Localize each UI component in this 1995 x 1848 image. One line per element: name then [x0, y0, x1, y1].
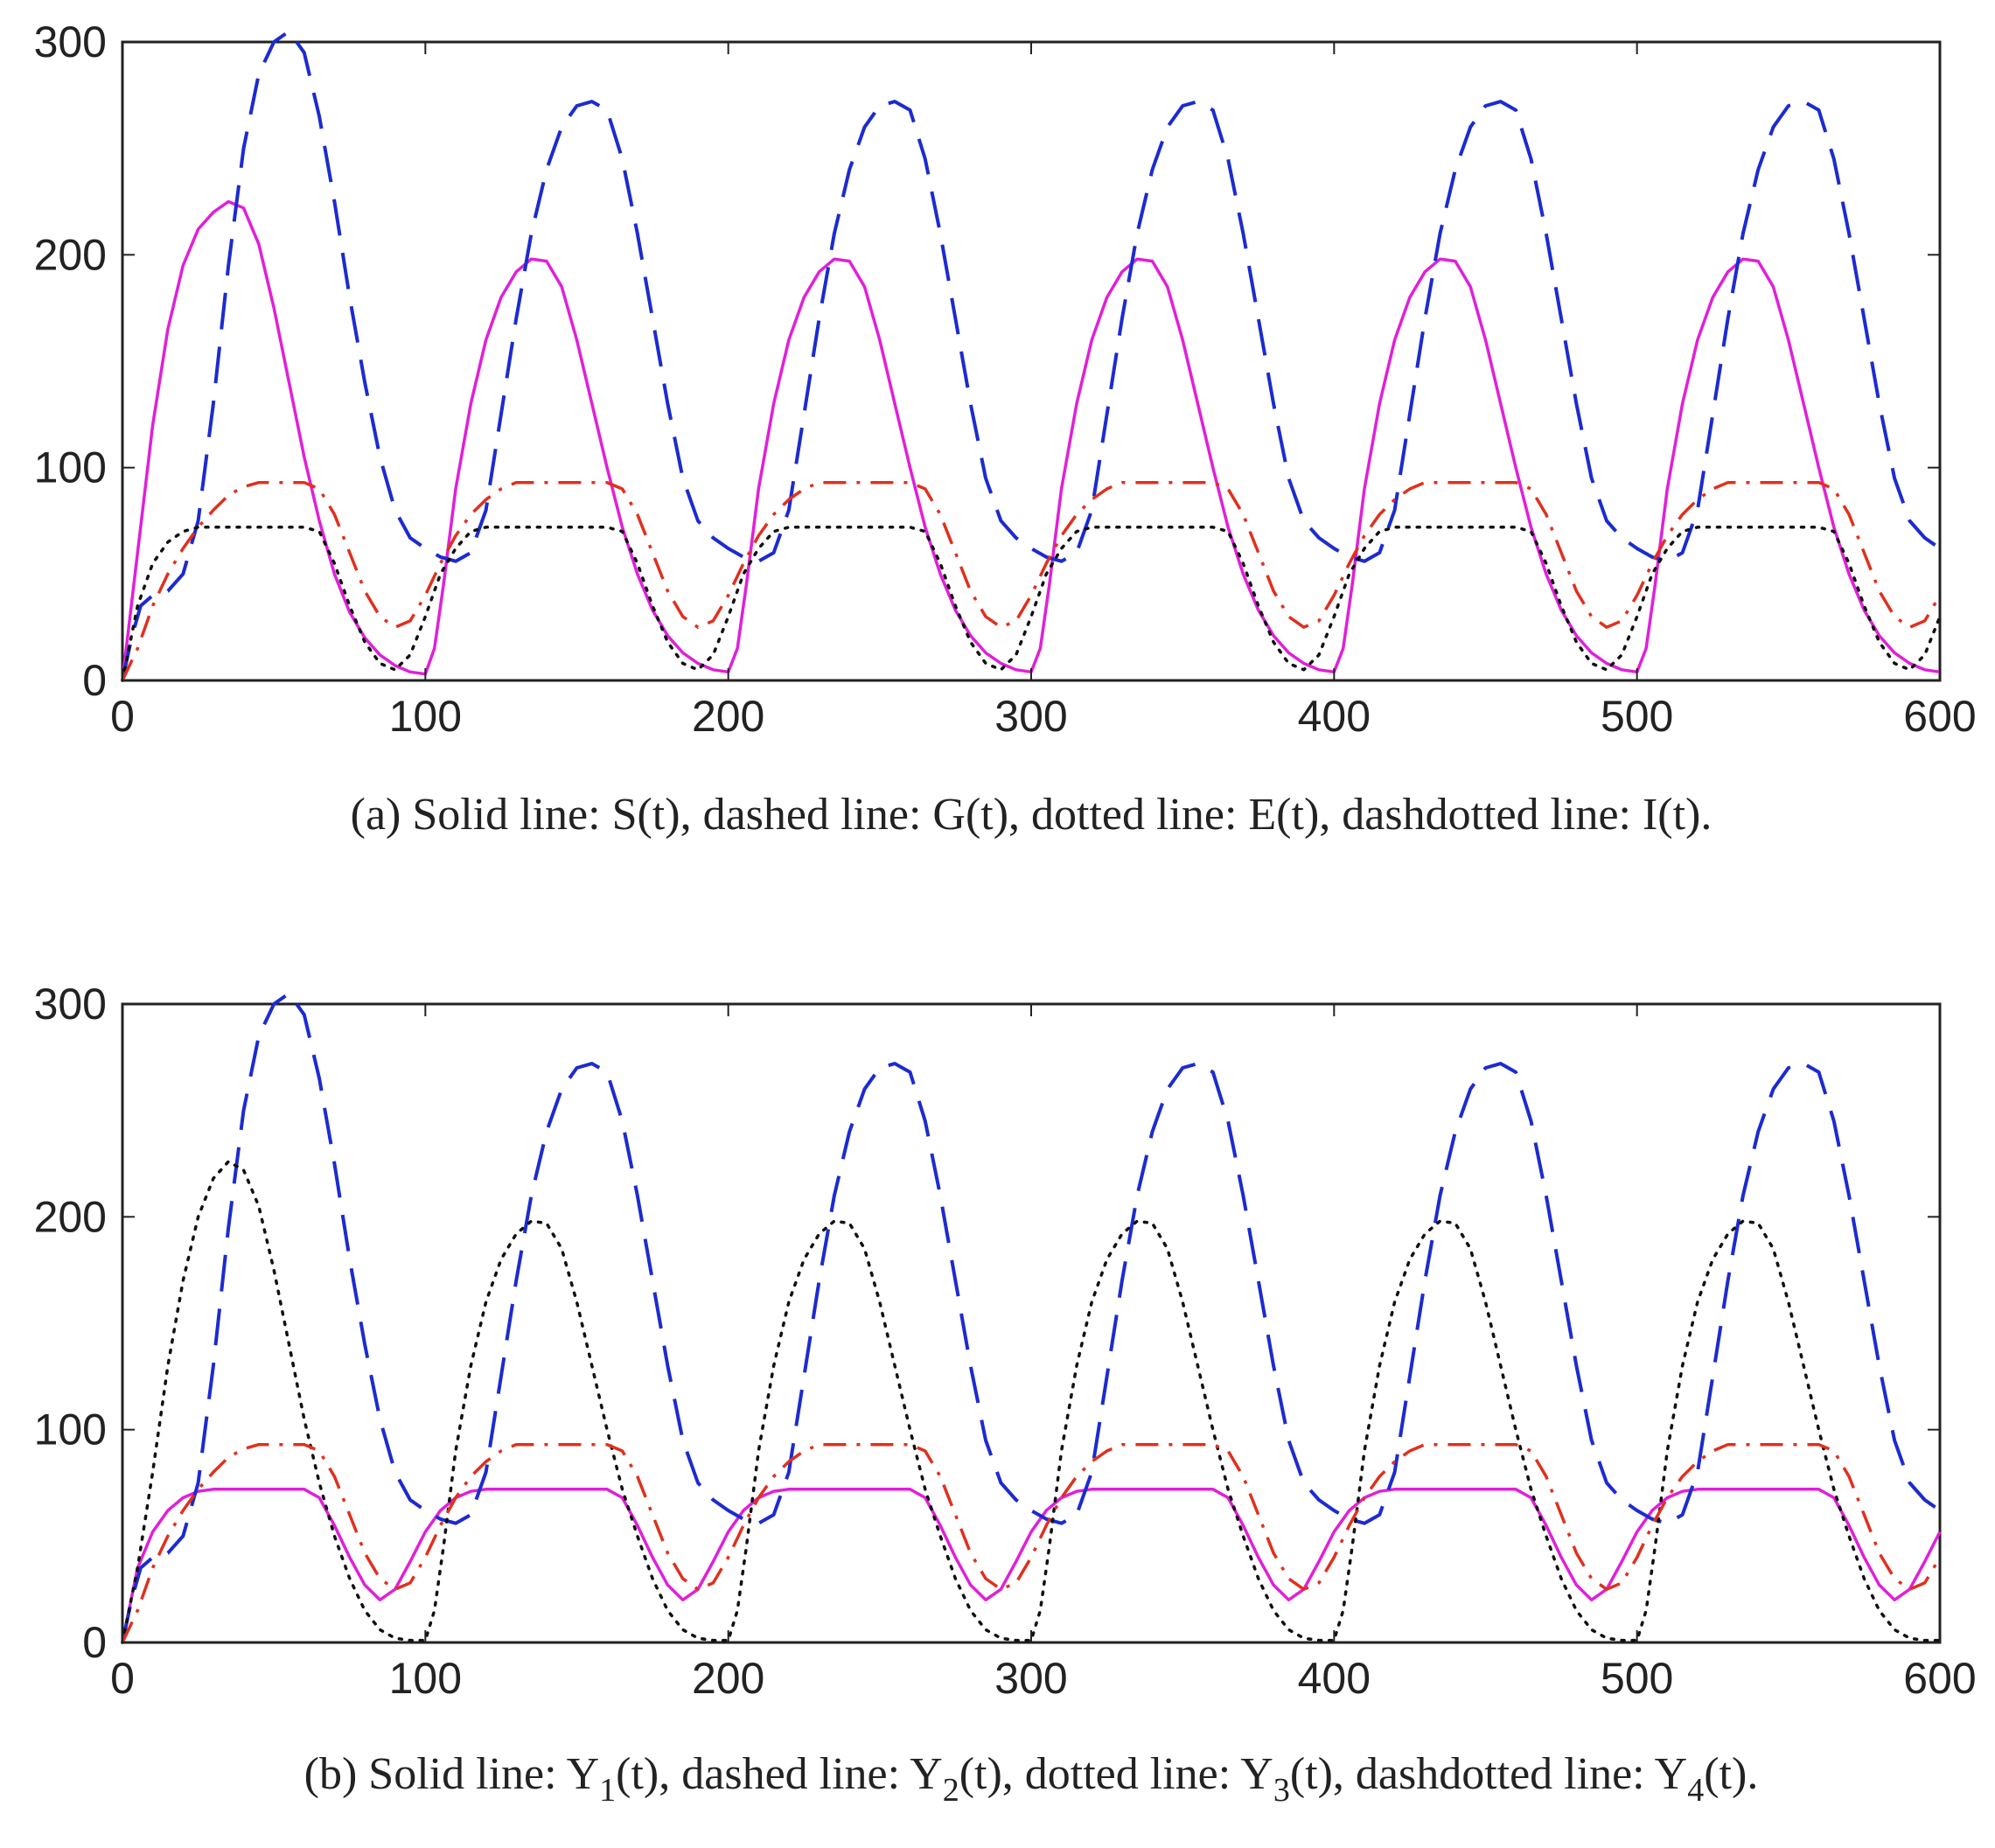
- panel-b-series-y2t-line: [121, 991, 1942, 1643]
- panel-b-x-tick-label: 100: [389, 1654, 462, 1703]
- panel-b-x-tick-label: 300: [994, 1654, 1067, 1703]
- panel-b-caption: (b) Solid line: Y1(t), dashed line: Y2(t…: [304, 1749, 1759, 1809]
- panel-b-x-tick-label: 400: [1298, 1654, 1371, 1703]
- panel-a-x-tick-label: 500: [1601, 692, 1673, 741]
- panel-a-x-tick-label: 100: [389, 692, 462, 741]
- panel-b-x-tick-label: 500: [1601, 1654, 1673, 1703]
- panel-a-x-tick-label: 0: [110, 692, 135, 741]
- panel-b-x-tick-label: 600: [1903, 1654, 1976, 1703]
- panel-a-caption: (a) Solid line: S(t), dashed line: G(t),…: [351, 790, 1712, 840]
- panel-a-x-tick-label: 600: [1903, 692, 1976, 741]
- panel-a-y-tick-label: 300: [34, 17, 107, 66]
- panel-a-x-tick-label: 400: [1298, 692, 1371, 741]
- panel-b-chart: 0 100 200 300 400 500 600 0 100 200 300 (b) Solid …: [34, 980, 1977, 1809]
- panel-b-series-y1t-line: [121, 1488, 1942, 1643]
- panel-a-plot-area: [121, 40, 1942, 682]
- panel-a-y-tick-label: 100: [34, 443, 107, 492]
- panel-b-y-tick-label: 100: [34, 1405, 107, 1454]
- panel-a-series-et-line: [121, 526, 1942, 682]
- panel-b-series-y3t-line: [121, 1160, 1942, 1644]
- panel-b-y-tick-label: 0: [82, 1618, 107, 1667]
- panel-a-y-tick-label: 200: [34, 230, 107, 279]
- panel-a-y-tick-label: 0: [82, 656, 107, 705]
- panel-b-x-tick-label: 0: [110, 1654, 135, 1703]
- panel-a-series-gt-line: [121, 29, 1942, 681]
- panel-b-x-tick-label: 200: [692, 1654, 764, 1703]
- panel-a-x-tick-label: 300: [994, 692, 1067, 741]
- panel-b-y-tick-label: 300: [34, 980, 107, 1029]
- panel-a-series-st-line: [121, 199, 1941, 681]
- panel-a-chart: 0 100 200 300 400 500 600 0 100 200 300 (a) Solid …: [34, 17, 1977, 840]
- panel-a-x-tick-label: 200: [692, 692, 764, 741]
- panel-a-series-it-line: [121, 480, 1942, 681]
- panel-b-plot-area: [121, 1002, 1942, 1644]
- panel-b-y-tick-label: 200: [34, 1192, 107, 1241]
- panel-b-series-y4t-line: [121, 1442, 1942, 1643]
